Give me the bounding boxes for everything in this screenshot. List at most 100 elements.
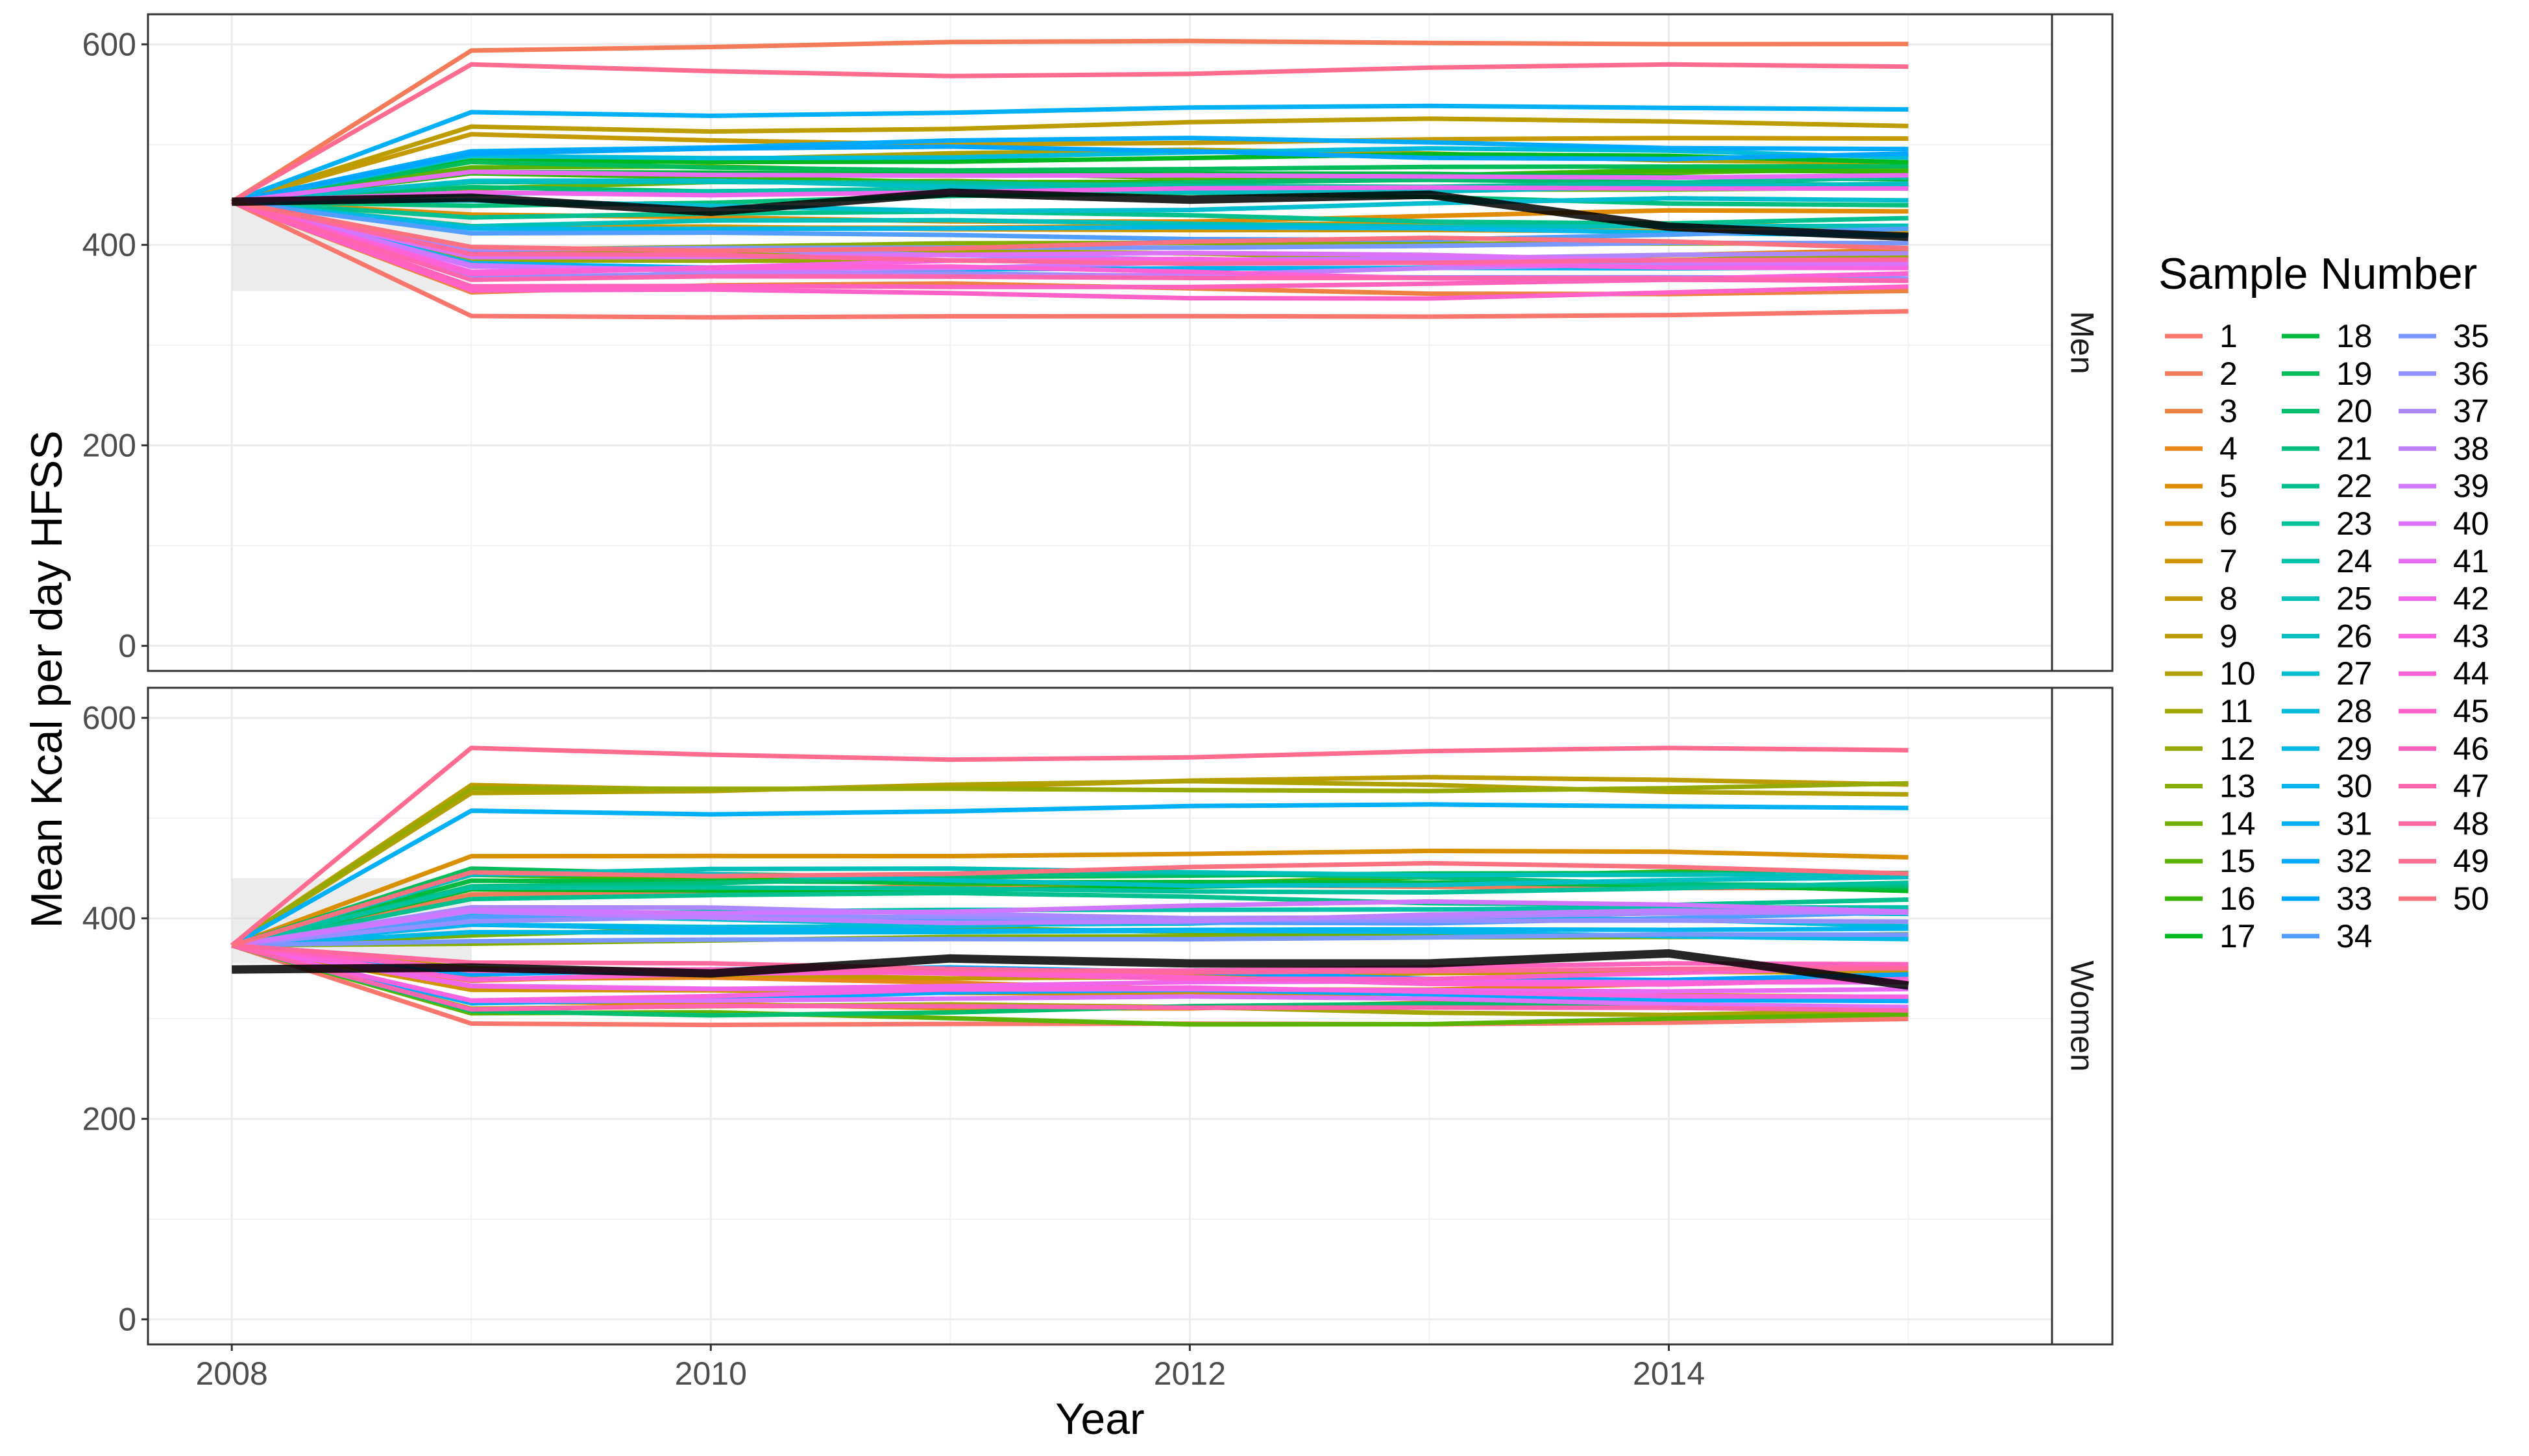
series-line-sample-48	[231, 943, 1909, 975]
legend-entry-14: 14	[2165, 805, 2256, 842]
series-line-sample-19	[231, 160, 1909, 204]
panel-women: Women	[147, 686, 2114, 1346]
series-line-sample-33	[231, 144, 1909, 204]
legend-label: 11	[2219, 693, 2253, 729]
legend-entry-22: 22	[2282, 468, 2373, 504]
legend-label: 1	[2219, 318, 2238, 354]
legend-entry-26: 26	[2282, 618, 2373, 654]
legend-label: 40	[2453, 505, 2489, 542]
legend-entry-24: 24	[2282, 543, 2373, 579]
series-line-sample-43	[231, 943, 1909, 1003]
legend-entry-47: 47	[2399, 768, 2489, 805]
legend-entry-39: 39	[2399, 468, 2489, 504]
series-line-sample-37	[231, 904, 1909, 948]
x-axis-title: Year	[1055, 1394, 1144, 1444]
legend-entry-17: 17	[2165, 918, 2256, 954]
legend-label: 44	[2453, 655, 2489, 692]
legend-label: 49	[2453, 843, 2489, 879]
legend-entry-32: 32	[2282, 843, 2373, 879]
series-line-sample-47	[231, 943, 1909, 1013]
legend-label: 48	[2453, 805, 2489, 842]
series-line-sample-8	[231, 132, 1909, 204]
legend-entry-21: 21	[2282, 430, 2373, 467]
legend-label: 23	[2336, 505, 2373, 542]
strip-label: Men	[2064, 311, 2101, 374]
legend-entry-42: 42	[2399, 581, 2489, 617]
legend-entry-35: 35	[2399, 318, 2489, 354]
x-tick-label: 2010	[675, 1355, 747, 1392]
legend-label: 36	[2453, 356, 2489, 392]
series-line-sample-31	[230, 103, 1909, 204]
series-line-sample-48	[231, 199, 1909, 266]
legend-entry-29: 29	[2282, 731, 2373, 767]
legend-entry-40: 40	[2399, 505, 2489, 542]
legend-entry-34: 34	[2282, 918, 2373, 954]
legend-label: 32	[2336, 843, 2373, 879]
legend-entry-15: 15	[2165, 843, 2256, 879]
panel-background	[148, 14, 2052, 671]
series-line-sample-25	[231, 199, 1909, 229]
legend-label: 26	[2336, 618, 2373, 654]
legend-entry-28: 28	[2282, 693, 2373, 729]
y-tick-label: 600	[82, 699, 136, 736]
x-tick-label: 2014	[1633, 1355, 1705, 1392]
series-line-sample-41	[231, 169, 1909, 204]
legend-title: Sample Number	[2158, 249, 2477, 298]
x-tick-label: 2008	[196, 1355, 268, 1392]
legend-entry-10: 10	[2165, 655, 2256, 692]
series-line-sample-28	[231, 146, 1909, 204]
legend-label: 15	[2219, 843, 2256, 879]
legend-label: 2	[2219, 356, 2238, 392]
legend-entry-3: 3	[2165, 393, 2238, 430]
legend-label: 35	[2453, 318, 2489, 354]
legend-label: 47	[2453, 768, 2489, 805]
legend-label: 3	[2219, 393, 2238, 430]
panel-men: Men	[147, 13, 2114, 672]
legend-label: 37	[2453, 393, 2489, 430]
legend-label: 6	[2219, 505, 2238, 542]
legend-entry-4: 4	[2165, 430, 2238, 467]
y-tick-label: 400	[82, 226, 136, 263]
series-line-sample-31	[230, 802, 1909, 948]
series-line-sample-2	[230, 38, 1909, 204]
legend-entry-16: 16	[2165, 880, 2256, 917]
legend-entry-49: 49	[2399, 843, 2489, 879]
legend-entry-48: 48	[2399, 805, 2489, 842]
series-line-sample-29	[231, 199, 1909, 238]
strip-background	[2051, 686, 2114, 1346]
legend-label: 38	[2453, 430, 2489, 467]
legend-entry-6: 6	[2165, 505, 2238, 542]
chart-axes: 0 200 400 600 0 200 400 600 2008 2010 2012 2014 Year…	[22, 26, 1705, 1444]
y-axis-title: Mean Kcal per day HFSS	[22, 430, 71, 928]
legend-label: 41	[2453, 543, 2489, 579]
chart-panels: Men Women	[147, 13, 2114, 1346]
legend-entry-41: 41	[2399, 543, 2489, 579]
legend-label: 43	[2453, 618, 2489, 654]
legend-entry-1: 1	[2165, 318, 2238, 354]
legend-entry-31: 31	[2282, 805, 2373, 842]
series-line-sample-6	[230, 848, 1909, 948]
legend-entry-2: 2	[2165, 356, 2238, 392]
legend-entry-50: 50	[2399, 880, 2489, 917]
series-line-sample-46	[231, 199, 1909, 289]
legend-label: 13	[2219, 768, 2256, 805]
legend-label: 5	[2219, 468, 2238, 504]
series-line-sample-50	[231, 860, 1909, 948]
y-tick-label: 600	[82, 26, 136, 62]
legend-entry-38: 38	[2399, 430, 2489, 467]
legend-label: 4	[2219, 430, 2238, 467]
y-tick-label: 0	[118, 627, 136, 664]
legend-label: 27	[2336, 655, 2373, 692]
legend-entry-7: 7	[2165, 543, 2238, 579]
legend-label: 12	[2219, 731, 2256, 767]
series-line-sample-42	[232, 185, 1909, 204]
legend-label: 7	[2219, 543, 2238, 579]
series-line-sample-30	[231, 922, 1909, 948]
y-tick-label: 0	[118, 1301, 136, 1337]
series-line-sample-49	[230, 62, 1909, 204]
series-line-sample-50	[231, 199, 1909, 253]
legend-entry-46: 46	[2399, 731, 2489, 767]
legend-entry-36: 36	[2399, 356, 2489, 392]
legend-label: 28	[2336, 693, 2373, 729]
